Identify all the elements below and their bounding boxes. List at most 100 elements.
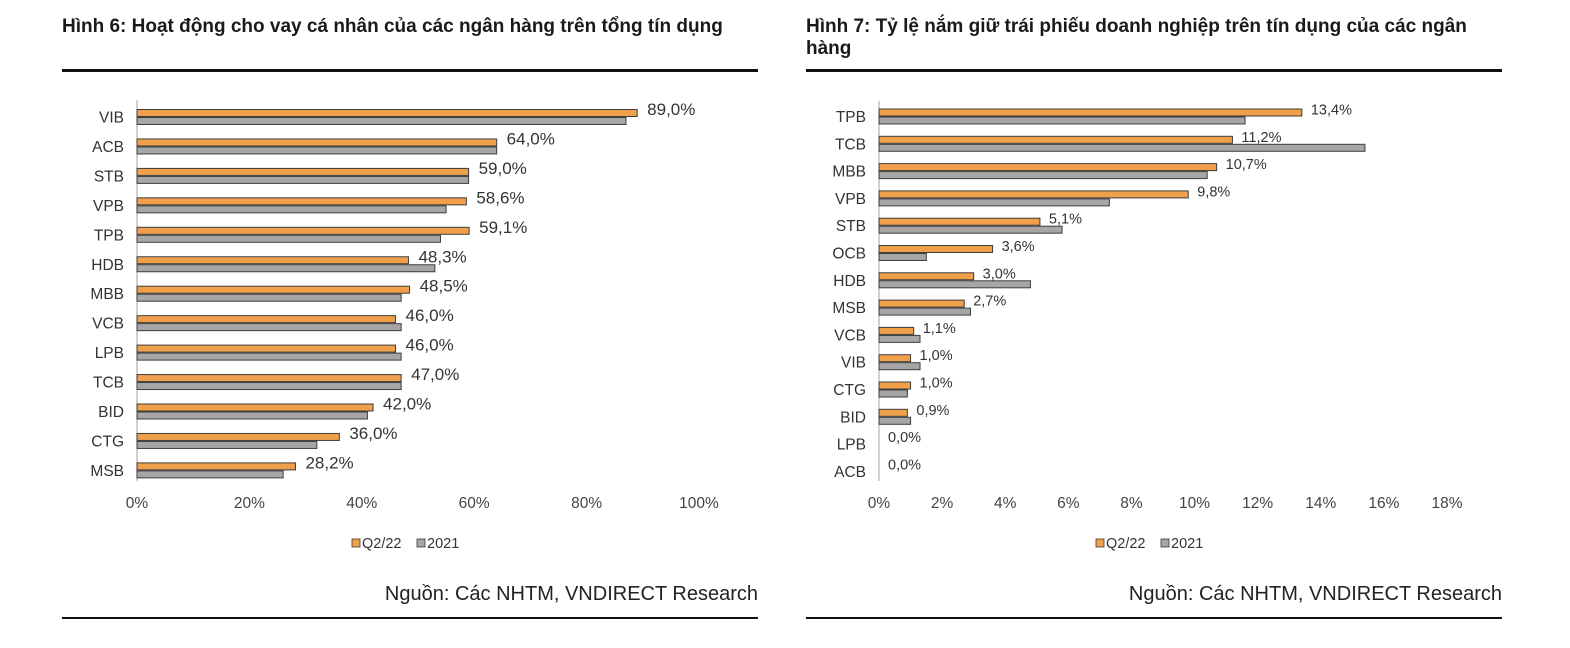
x-tick-label: 4% bbox=[994, 495, 1017, 512]
category-label: MBB bbox=[832, 164, 866, 181]
x-tick-label: 100% bbox=[679, 495, 719, 512]
bar-q2-22 bbox=[136, 432, 340, 441]
bar-2021 bbox=[878, 280, 1031, 289]
category-label: BID bbox=[840, 409, 866, 426]
bar-q2-22 bbox=[136, 315, 397, 324]
data-label: 9,8% bbox=[1197, 184, 1230, 200]
figure-6-title: Hình 6: Hoạt động cho vay cá nhân của cá… bbox=[62, 16, 723, 37]
category-label: VCB bbox=[834, 327, 866, 344]
bar-2021 bbox=[136, 411, 368, 420]
bar-2021 bbox=[136, 175, 470, 184]
legend: Q2/22 2021 bbox=[351, 536, 459, 552]
bar-q2-22 bbox=[136, 462, 296, 471]
legend: Q2/22 2021 bbox=[1095, 536, 1203, 552]
bar-q2-22 bbox=[878, 326, 915, 335]
bar-2021 bbox=[878, 198, 1110, 207]
figure-6-panel: Hình 6: Hoạt động cho vay cá nhân của cá… bbox=[62, 0, 758, 648]
bar-2021 bbox=[136, 293, 402, 302]
bar-2021 bbox=[136, 117, 627, 125]
legend-label: 2021 bbox=[1171, 536, 1203, 552]
data-label: 48,3% bbox=[418, 247, 466, 266]
x-tick-label: 12% bbox=[1242, 495, 1273, 512]
category-label: MSB bbox=[832, 300, 866, 317]
legend-swatch-2021 bbox=[1160, 538, 1170, 548]
bar-2021 bbox=[878, 171, 1208, 180]
legend-label: 2021 bbox=[427, 536, 459, 552]
data-label: 59,0% bbox=[479, 159, 527, 178]
x-tick-label: 80% bbox=[571, 495, 602, 512]
bar-q2-22 bbox=[878, 135, 1233, 144]
figure-7-panel: Hình 7: Tỷ lệ nắm giữ trái phiếu doanh n… bbox=[806, 0, 1502, 648]
data-label: 1,0% bbox=[920, 348, 953, 364]
category-label: MBB bbox=[90, 286, 124, 303]
bar-q2-22 bbox=[136, 197, 467, 206]
data-label: 0,0% bbox=[888, 430, 921, 446]
bar-2021 bbox=[878, 307, 972, 316]
x-tick-label: 2% bbox=[931, 495, 954, 512]
data-label: 46,0% bbox=[406, 336, 454, 355]
category-label: STB bbox=[836, 218, 866, 235]
bar-2021 bbox=[878, 362, 921, 371]
data-label: 36,0% bbox=[349, 424, 397, 443]
x-tick-label: 0% bbox=[868, 495, 891, 512]
category-label: TPB bbox=[836, 109, 866, 126]
bar-q2-22 bbox=[878, 408, 908, 417]
category-label: LPB bbox=[95, 345, 124, 362]
category-label: VIB bbox=[99, 110, 124, 127]
category-label: TCB bbox=[93, 375, 124, 392]
figure-7-top-rule bbox=[806, 69, 1502, 72]
bar-q2-22 bbox=[136, 403, 374, 412]
x-tick-label: 8% bbox=[1120, 495, 1143, 512]
bar-2021 bbox=[878, 143, 1366, 152]
figure-6-source: Nguồn: Các NHTM, VNDIRECT Research bbox=[384, 583, 758, 605]
data-label: 64,0% bbox=[507, 129, 555, 148]
x-tick-label: 14% bbox=[1305, 495, 1336, 512]
legend-label: Q2/22 bbox=[1106, 536, 1146, 552]
bar-q2-22 bbox=[878, 217, 1041, 226]
data-label: 28,2% bbox=[305, 453, 353, 472]
data-label: 13,4% bbox=[1311, 103, 1352, 119]
category-label: CTG bbox=[833, 382, 866, 399]
bar-2021 bbox=[136, 470, 284, 479]
bar-q2-22 bbox=[878, 299, 965, 308]
category-label: CTG bbox=[91, 433, 124, 450]
data-label: 59,1% bbox=[479, 218, 527, 237]
data-label: 58,6% bbox=[476, 188, 524, 207]
legend-swatch-q2-22 bbox=[1095, 538, 1105, 548]
category-label: ACB bbox=[834, 464, 866, 481]
bar-q2-22 bbox=[878, 190, 1189, 199]
bar-2021 bbox=[136, 205, 447, 214]
data-label: 0,0% bbox=[888, 457, 921, 473]
bar-q2-22 bbox=[136, 226, 470, 235]
category-label: STB bbox=[94, 168, 124, 185]
bar-2021 bbox=[878, 253, 927, 261]
bar-2021 bbox=[136, 382, 402, 391]
bar-2021 bbox=[136, 323, 402, 332]
figure-7-title: Hình 7: Tỷ lệ nắm giữ trái phiếu doanh n… bbox=[806, 16, 1467, 59]
data-label: 47,0% bbox=[411, 365, 459, 384]
category-label: HDB bbox=[833, 273, 866, 290]
bar-q2-22 bbox=[136, 374, 402, 383]
x-tick-label: 16% bbox=[1368, 495, 1399, 512]
category-label: LPB bbox=[837, 437, 866, 454]
category-label: ACB bbox=[92, 139, 124, 156]
data-label: 46,0% bbox=[406, 306, 454, 325]
data-label: 1,1% bbox=[923, 321, 956, 337]
bar-2021 bbox=[878, 116, 1246, 125]
category-label: VPB bbox=[835, 191, 866, 208]
bar-q2-22 bbox=[136, 138, 498, 147]
x-tick-label: 20% bbox=[234, 495, 265, 512]
data-label: 0,9% bbox=[916, 403, 949, 419]
figure-7-bottom-rule bbox=[806, 617, 1502, 619]
x-tick-label: 0% bbox=[126, 495, 149, 512]
bar-q2-22 bbox=[136, 344, 397, 353]
data-label: 89,0% bbox=[647, 100, 695, 119]
data-label: 2,7% bbox=[973, 294, 1006, 310]
bar-q2-22 bbox=[878, 245, 994, 253]
data-label: 48,5% bbox=[420, 277, 468, 296]
data-label: 42,0% bbox=[383, 395, 431, 414]
bar-q2-22 bbox=[136, 109, 638, 117]
x-tick-label: 40% bbox=[346, 495, 377, 512]
bar-q2-22 bbox=[136, 167, 470, 176]
bar-2021 bbox=[878, 389, 908, 398]
